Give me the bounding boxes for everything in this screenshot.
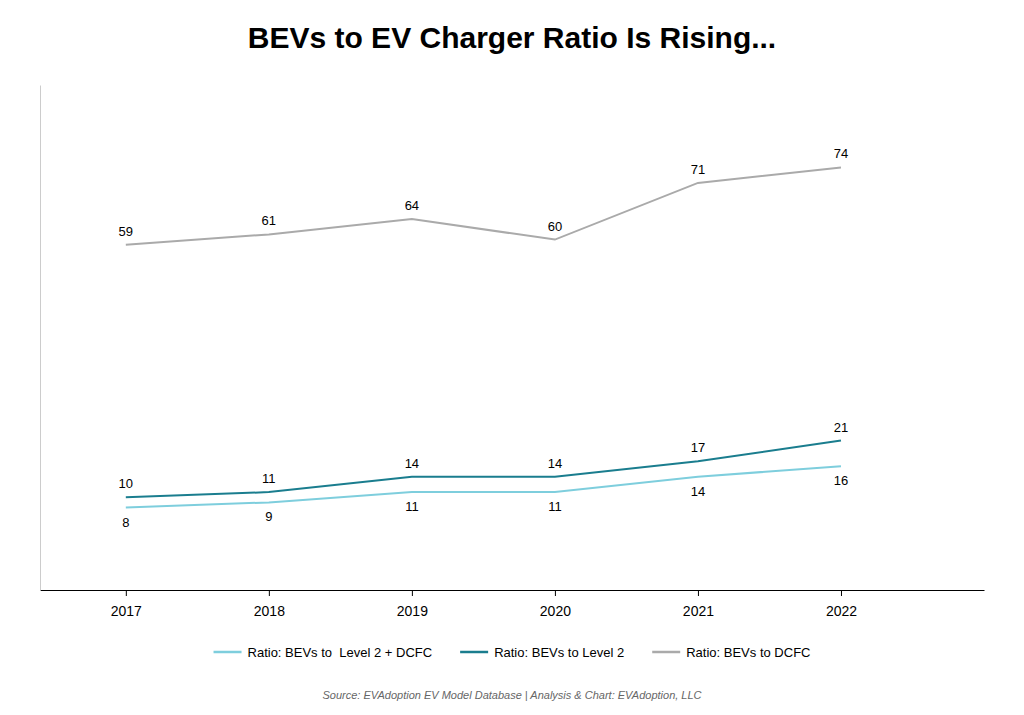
data-label: 14 [405, 456, 419, 471]
x-tick-label: 2022 [826, 603, 857, 619]
legend-item: Ratio: BEVs to Level 2 [460, 645, 624, 660]
legend-label: Ratio: BEVs to Level 2 [494, 645, 624, 660]
data-label: 21 [834, 420, 848, 435]
data-label: 8 [122, 515, 129, 530]
x-tick-label: 2019 [397, 603, 428, 619]
x-axis: 2017 2018 2019 2020 2021 2022 [41, 590, 985, 619]
series-line [126, 466, 841, 507]
x-tick: 2022 [826, 590, 857, 619]
x-tick: 2018 [254, 590, 285, 619]
data-label: 60 [548, 219, 562, 234]
annotation: Source: EVAdoption EV Model Database | A… [322, 689, 701, 701]
x-tick-label: 2017 [111, 603, 142, 619]
x-tick-mark [412, 590, 413, 596]
legend-item: Ratio: BEVs to Level 2 + DCFC [214, 645, 433, 660]
data-label: 11 [262, 471, 276, 486]
data-labels: 59 61 64 60 71 74 10 11 14 14 17 21 8 9 11 11 14 16 [119, 146, 849, 529]
x-tick-mark [698, 590, 699, 596]
legend-swatch [652, 651, 680, 654]
data-label: 9 [265, 509, 272, 524]
data-label: 14 [691, 484, 705, 499]
data-label: 14 [548, 456, 562, 471]
x-tick-label: 2018 [254, 603, 285, 619]
x-tick-mark [269, 590, 270, 596]
data-label: 71 [691, 162, 705, 177]
legend-label: Ratio: BEVs to Level 2 + DCFC [248, 645, 433, 660]
data-label: 16 [834, 473, 848, 488]
legend-swatch [214, 651, 242, 654]
background [0, 0, 1024, 715]
y-axis-line [40, 86, 41, 591]
chart-container: BEVs to EV Charger Ratio Is Rising... 201… [0, 0, 1024, 715]
title: BEVs to EV Charger Ratio Is Rising... [248, 21, 776, 54]
x-tick-label: 2020 [540, 603, 571, 619]
x-tick-mark [555, 590, 556, 596]
legend-swatch [460, 651, 488, 654]
data-label: 11 [548, 499, 562, 514]
series-line [126, 167, 841, 244]
data-label: 10 [119, 476, 133, 491]
legend-item: Ratio: BEVs to DCFC [652, 645, 810, 660]
x-tick: 2017 [111, 590, 142, 619]
legend: Ratio: BEVs to Level 2 + DCFC Ratio: BEVs… [214, 645, 811, 660]
y-axis [40, 86, 41, 591]
data-label: 17 [691, 440, 705, 455]
x-tick: 2019 [397, 590, 428, 619]
plot-area [126, 167, 841, 507]
data-label: 59 [119, 224, 133, 239]
data-label: 61 [262, 213, 276, 228]
data-label: 64 [405, 198, 419, 213]
x-axis-line [41, 590, 985, 591]
x-tick-label: 2021 [683, 603, 714, 619]
x-tick: 2021 [683, 590, 714, 619]
x-tick: 2020 [540, 590, 571, 619]
data-label: 74 [834, 146, 848, 161]
chart: BEVs to EV Charger Ratio Is Rising... 201… [0, 0, 1024, 715]
x-tick-mark [841, 590, 842, 596]
legend-label: Ratio: BEVs to DCFC [686, 645, 810, 660]
data-label: 11 [405, 499, 419, 514]
series-line [126, 441, 841, 498]
x-tick-mark [126, 590, 127, 596]
